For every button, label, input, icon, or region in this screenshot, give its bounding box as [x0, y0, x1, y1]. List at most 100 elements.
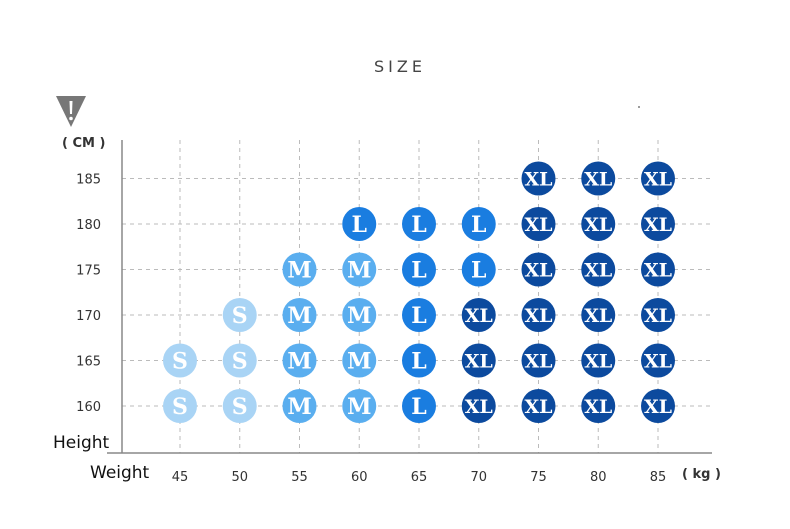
badge-circle — [641, 298, 675, 332]
badge-circle — [521, 298, 556, 332]
badge-circle — [402, 389, 436, 423]
y-unit-label: ( CM ) — [62, 136, 106, 151]
badge-circle — [461, 207, 496, 241]
x-axis-label: Weight — [90, 463, 150, 483]
x-tick-label: 85 — [650, 470, 667, 485]
size-badge-l: L — [461, 207, 496, 241]
badge-label: M — [347, 257, 371, 283]
size-badge-l: L — [402, 252, 436, 287]
size-badge-m: M — [342, 389, 377, 423]
badge-circle — [521, 161, 556, 196]
size-badge-l: L — [402, 298, 436, 332]
badge-label: XL — [644, 214, 672, 236]
x-tick-label: 80 — [590, 470, 607, 485]
axes — [107, 140, 712, 454]
size-badge-xl: XL — [521, 161, 556, 196]
y-tick-labels: 160 165 170 175 180 185 — [76, 173, 101, 416]
badge-label: XL — [584, 259, 612, 281]
badge-label: L — [411, 212, 426, 238]
badge-label: XL — [584, 396, 612, 418]
y-tick-label: 165 — [76, 355, 101, 370]
badge-circle — [163, 389, 197, 423]
badge-circle — [222, 389, 257, 423]
size-badge-m: M — [282, 298, 317, 332]
badge-label: S — [232, 348, 248, 374]
badge-circle — [641, 161, 675, 196]
badge-circle — [282, 343, 317, 378]
size-badge-xl: XL — [461, 389, 496, 423]
badge-label: S — [172, 394, 188, 420]
badge-circle — [581, 161, 616, 196]
size-badge-xl: XL — [641, 252, 675, 287]
badge-label: XL — [644, 396, 672, 418]
size-badge-xl: XL — [641, 207, 675, 241]
size-badge-m: M — [282, 252, 317, 287]
badge-circle — [342, 298, 377, 332]
badge-label: XL — [465, 350, 493, 372]
badge-circle — [641, 389, 675, 423]
badge-circle — [163, 343, 197, 378]
size-badge-l: L — [342, 207, 377, 241]
badge-label: XL — [644, 168, 672, 190]
y-tick-label: 170 — [76, 309, 101, 324]
badge-circle — [461, 252, 496, 287]
size-badge-xl: XL — [641, 389, 675, 423]
size-badge-xl: XL — [461, 343, 496, 378]
x-unit-label: ( kg ) — [682, 467, 721, 482]
size-badge-l: L — [402, 389, 436, 423]
size-badge-xl: XL — [581, 298, 616, 332]
badge-circle — [521, 207, 556, 241]
size-badge-xl: XL — [641, 298, 675, 332]
badge-label: L — [471, 257, 486, 283]
badge-label: XL — [524, 350, 552, 372]
size-badge-s: S — [222, 343, 257, 378]
badge-label: S — [232, 303, 248, 329]
badge-label: M — [347, 348, 371, 374]
y-tick-label: 175 — [76, 264, 101, 279]
badge-circle — [461, 298, 496, 332]
badge-label: XL — [524, 259, 552, 281]
chart-title: SIZE — [374, 57, 426, 76]
size-badge-xl: XL — [521, 207, 556, 241]
badge-label: L — [352, 212, 367, 238]
badge-label: XL — [465, 305, 493, 327]
badge-circle — [342, 343, 377, 378]
badge-label: XL — [524, 305, 552, 327]
size-badge-m: M — [342, 298, 377, 332]
size-badge-xl: XL — [521, 298, 556, 332]
badge-circle — [461, 389, 496, 423]
badge-circle — [521, 343, 556, 378]
badge-label: XL — [465, 396, 493, 418]
x-tick-label: 60 — [351, 470, 368, 485]
badge-label: S — [172, 348, 188, 374]
size-badge-xl: XL — [461, 298, 496, 332]
size-badge-m: M — [342, 343, 377, 378]
size-badge-s: S — [222, 389, 257, 423]
size-badge-xl: XL — [641, 161, 675, 196]
y-tick-label: 160 — [76, 400, 101, 415]
size-badge-l: L — [461, 252, 496, 287]
badge-circle — [282, 252, 317, 287]
x-tick-label: 55 — [291, 470, 308, 485]
badge-circle — [222, 343, 257, 378]
badge-label: L — [411, 394, 426, 420]
badge-label: M — [287, 257, 311, 283]
badge-circle — [581, 389, 616, 423]
x-tick-label: 70 — [470, 470, 487, 485]
size-badge-xl: XL — [581, 252, 616, 287]
size-badge-m: M — [282, 389, 317, 423]
stray-dot — [638, 106, 640, 108]
badge-circle — [342, 252, 377, 287]
badge-label: M — [287, 394, 311, 420]
size-badge-xl: XL — [581, 389, 616, 423]
badge-circle — [402, 298, 436, 332]
badge-circle — [521, 252, 556, 287]
size-badge-l: L — [402, 207, 436, 241]
x-tick-labels: 45 50 55 60 65 70 75 80 85 — [172, 470, 667, 485]
size-badge-xl: XL — [581, 161, 616, 196]
size-badge-m: M — [282, 343, 317, 378]
badge-label: XL — [524, 214, 552, 236]
badge-label: XL — [584, 214, 612, 236]
badge-circle — [641, 343, 675, 378]
